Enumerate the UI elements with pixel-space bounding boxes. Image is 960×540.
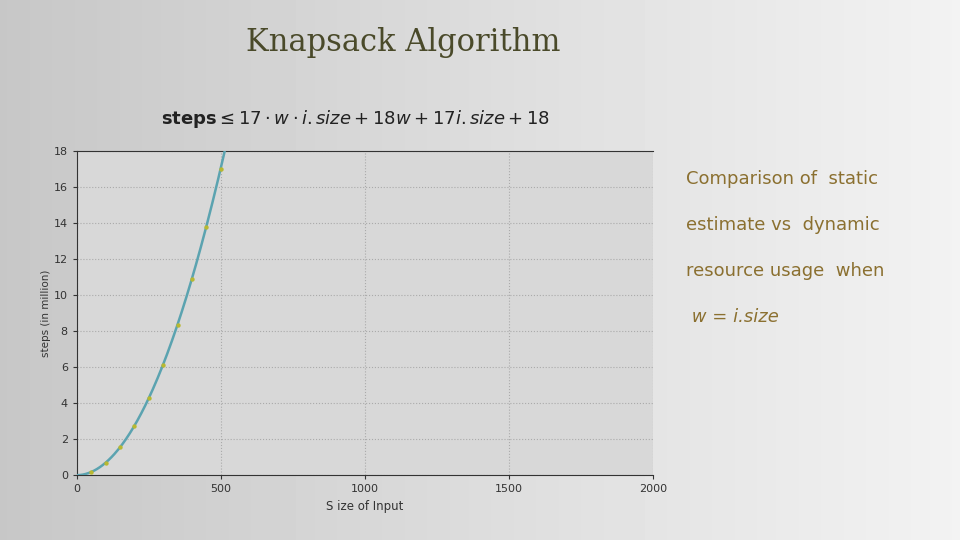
- Point: [213, 165, 228, 174]
- Y-axis label: steps (in million): steps (in million): [41, 269, 51, 357]
- Point: [141, 394, 156, 402]
- Point: [156, 360, 171, 369]
- Text: $\mathbf{steps} \leq 17 \cdot w \cdot i.size + 18w + 17i.size + 18$: $\mathbf{steps} \leq 17 \cdot w \cdot i.…: [160, 108, 550, 130]
- Point: [184, 274, 200, 283]
- Text: Comparison of  static: Comparison of static: [686, 170, 878, 188]
- Text: Knapsack Algorithm: Knapsack Algorithm: [246, 27, 561, 58]
- Point: [84, 468, 99, 476]
- Point: [170, 320, 185, 329]
- Point: [127, 422, 142, 430]
- Text: resource usage  when: resource usage when: [686, 262, 885, 280]
- Point: [98, 458, 113, 467]
- Point: [242, 30, 257, 39]
- Text: estimate vs  dynamic: estimate vs dynamic: [686, 216, 880, 234]
- Point: [112, 443, 128, 451]
- Text: w = i.size: w = i.size: [686, 308, 780, 326]
- X-axis label: S ize of Input: S ize of Input: [326, 500, 403, 513]
- Point: [199, 222, 214, 231]
- Point: [228, 100, 243, 109]
